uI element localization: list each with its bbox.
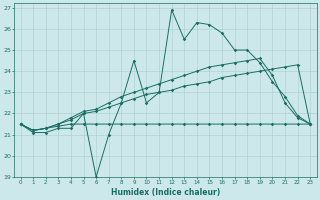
X-axis label: Humidex (Indice chaleur): Humidex (Indice chaleur) [111,188,220,197]
